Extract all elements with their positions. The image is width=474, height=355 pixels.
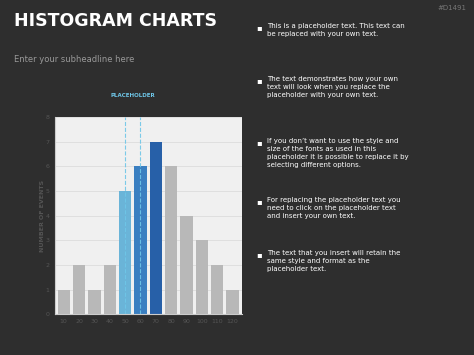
Bar xyxy=(73,265,85,314)
Bar xyxy=(57,290,70,314)
Bar xyxy=(227,290,239,314)
Text: The text that you insert will retain the
same style and format as the
placeholde: The text that you insert will retain the… xyxy=(267,250,400,272)
Bar xyxy=(134,166,146,314)
Bar xyxy=(165,166,177,314)
Text: ▪: ▪ xyxy=(256,197,262,206)
Text: ▪: ▪ xyxy=(256,138,262,147)
Text: PLACEHOLDER: PLACEHOLDER xyxy=(110,93,155,98)
Text: This is a placeholder text. This text can
be replaced with your own text.: This is a placeholder text. This text ca… xyxy=(267,23,405,37)
Text: Enter your subheadline here: Enter your subheadline here xyxy=(14,55,135,64)
Bar xyxy=(104,265,116,314)
Y-axis label: NUMBER OF EVENTS: NUMBER OF EVENTS xyxy=(40,180,46,252)
Bar xyxy=(119,191,131,314)
Text: If you don’t want to use the style and
size of the fonts as used in this
placeho: If you don’t want to use the style and s… xyxy=(267,138,409,169)
Text: HISTOGRAM CHARTS: HISTOGRAM CHARTS xyxy=(14,12,217,31)
Text: The text demonstrates how your own
text will look when you replace the
placehold: The text demonstrates how your own text … xyxy=(267,76,398,98)
Text: ▪: ▪ xyxy=(256,23,262,32)
Text: For replacing the placeholder text you
need to click on the placeholder text
and: For replacing the placeholder text you n… xyxy=(267,197,401,219)
Bar xyxy=(211,265,223,314)
Text: ▪: ▪ xyxy=(256,250,262,259)
Bar xyxy=(196,240,208,314)
Text: #D1491: #D1491 xyxy=(438,5,467,11)
Bar xyxy=(150,142,162,314)
Bar xyxy=(88,290,100,314)
Text: ▪: ▪ xyxy=(256,76,262,85)
Bar xyxy=(180,215,192,314)
